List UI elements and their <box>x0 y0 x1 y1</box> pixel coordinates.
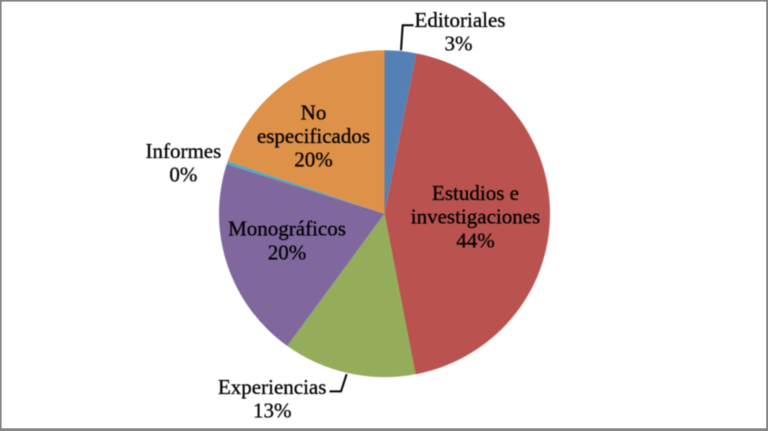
svg-text:13%: 13% <box>253 399 292 423</box>
svg-text:Monográficos: Monográficos <box>228 217 346 241</box>
svg-text:No: No <box>301 101 327 125</box>
svg-text:0%: 0% <box>169 162 197 186</box>
svg-text:20%: 20% <box>294 148 333 172</box>
svg-text:investigaciones: investigaciones <box>411 204 540 228</box>
svg-text:20%: 20% <box>268 240 307 264</box>
svg-text:Editoriales: Editoriales <box>415 8 506 32</box>
svg-text:44%: 44% <box>456 228 495 252</box>
svg-text:Experiencias: Experiencias <box>218 375 326 399</box>
svg-text:3%: 3% <box>445 31 473 55</box>
svg-text:especificados: especificados <box>257 124 370 148</box>
svg-text:Informes: Informes <box>145 139 221 163</box>
svg-text:Estudios e: Estudios e <box>432 181 519 205</box>
